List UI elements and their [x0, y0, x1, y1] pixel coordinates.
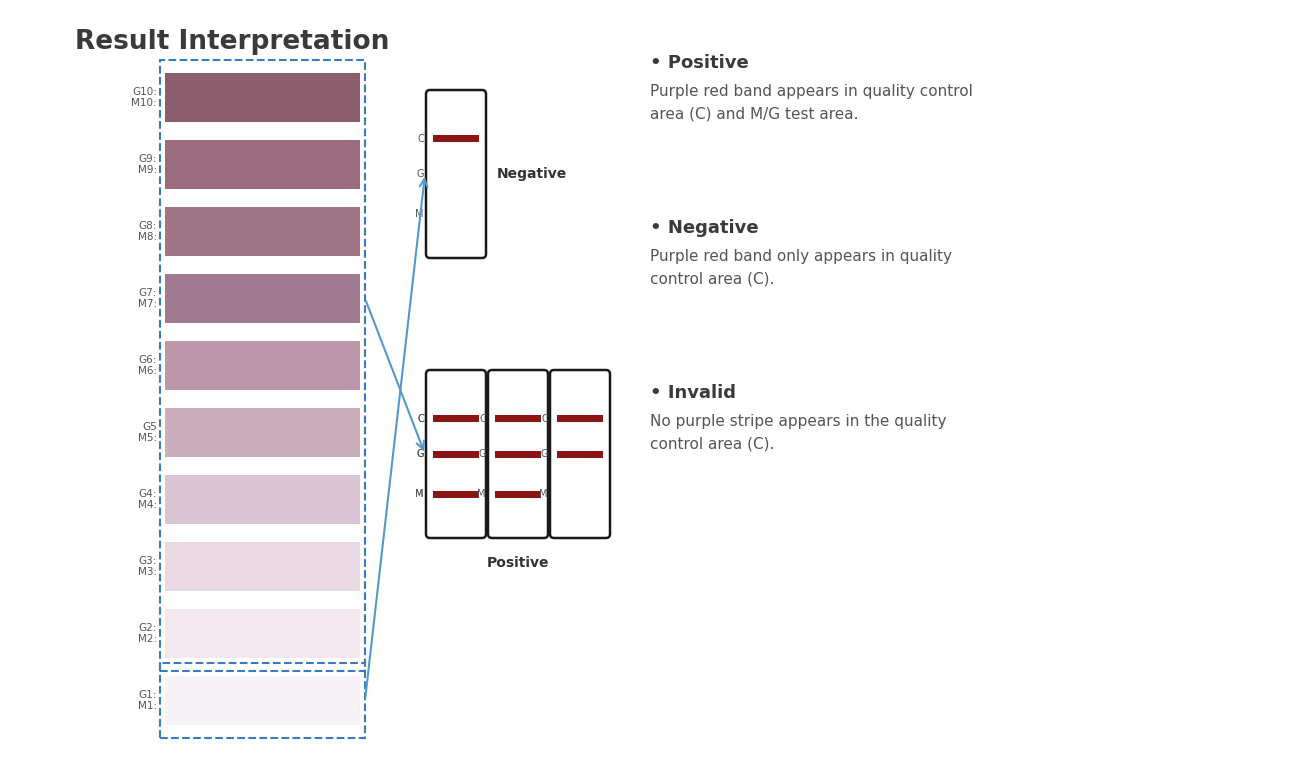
Text: G: G [416, 449, 424, 459]
Text: G: G [416, 169, 424, 179]
Bar [433, 136, 478, 143]
Text: • Negative: • Negative [650, 219, 759, 237]
Bar [495, 416, 541, 423]
Bar [495, 491, 541, 498]
Text: Positive: Positive [486, 556, 549, 570]
FancyBboxPatch shape [550, 370, 610, 538]
Text: G4:
M4:: G4: M4: [138, 488, 157, 510]
Text: G1:
M1:: G1: M1: [138, 690, 157, 711]
Bar [165, 74, 360, 122]
Bar [433, 451, 478, 458]
Text: C: C [417, 414, 424, 424]
Text: G9:
M9:: G9: M9: [138, 154, 157, 176]
Text: C: C [541, 414, 549, 424]
Text: G2:
M2:: G2: M2: [138, 622, 157, 644]
FancyBboxPatch shape [426, 90, 486, 258]
Text: Purple red band appears in quality control
area (C) and M/G test area.: Purple red band appears in quality contr… [650, 84, 972, 122]
Bar [165, 609, 360, 658]
Text: M: M [477, 489, 486, 499]
Bar [556, 416, 603, 423]
Text: Result Interpretation: Result Interpretation [75, 29, 390, 55]
Text: • Positive: • Positive [650, 54, 749, 72]
Bar [165, 274, 360, 323]
Bar [165, 341, 360, 390]
Text: Purple red band only appears in quality
control area (C).: Purple red band only appears in quality … [650, 249, 952, 286]
Text: G6:
M6:: G6: M6: [138, 354, 157, 376]
Text: Negative: Negative [497, 167, 567, 181]
Text: M: M [540, 489, 549, 499]
Text: G7:
M7:: G7: M7: [138, 288, 157, 310]
Text: C: C [417, 134, 424, 143]
Text: G: G [416, 449, 424, 459]
Bar [165, 543, 360, 590]
Bar [495, 451, 541, 458]
FancyBboxPatch shape [426, 370, 486, 538]
Bar [165, 475, 360, 524]
Text: G8:
M8:: G8: M8: [138, 221, 157, 242]
Bar [165, 140, 360, 189]
Text: M: M [416, 489, 424, 499]
Text: G: G [541, 449, 549, 459]
Text: G10:
M10:: G10: M10: [131, 87, 157, 108]
Text: M: M [416, 489, 424, 499]
Text: C: C [480, 414, 486, 424]
Text: No purple stripe appears in the quality
control area (C).: No purple stripe appears in the quality … [650, 414, 946, 452]
Bar [433, 491, 478, 498]
Text: G: G [478, 449, 486, 459]
Text: G5
M5:: G5 M5: [138, 422, 157, 443]
FancyBboxPatch shape [488, 370, 549, 538]
Text: • Invalid: • Invalid [650, 384, 736, 402]
Bar [556, 451, 603, 458]
Bar [165, 408, 360, 456]
Bar [165, 208, 360, 256]
Text: G3:
M3:: G3: M3: [138, 556, 157, 577]
Text: M: M [416, 209, 424, 219]
Bar [433, 416, 478, 423]
Text: C: C [417, 414, 424, 424]
Bar [165, 677, 360, 724]
